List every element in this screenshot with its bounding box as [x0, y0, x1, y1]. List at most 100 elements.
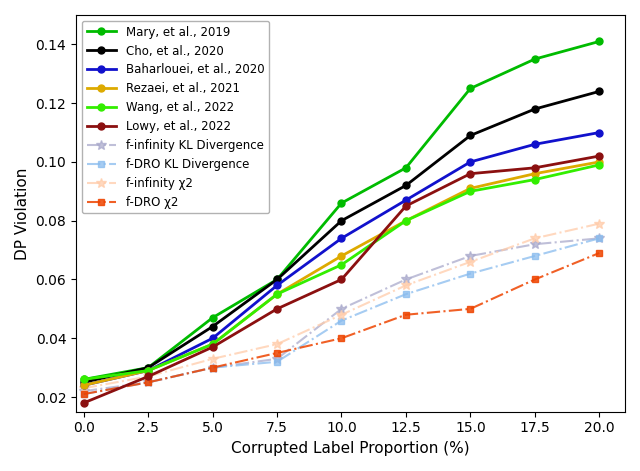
Mary, et al., 2019	[531, 56, 539, 62]
f-DRO χ2	[145, 380, 152, 385]
f-DRO χ2	[273, 350, 281, 356]
Wang, et al., 2022	[467, 188, 474, 194]
Baharlouei, et al., 2020	[209, 335, 216, 341]
Wang, et al., 2022	[595, 162, 603, 168]
Lowy, et al., 2022	[531, 165, 539, 171]
f-DRO χ2	[80, 391, 88, 397]
Lowy, et al., 2022	[209, 344, 216, 350]
Mary, et al., 2019	[595, 39, 603, 44]
Line: f-DRO χ2: f-DRO χ2	[80, 250, 603, 398]
f-infinity χ2	[402, 283, 410, 288]
f-DRO KL Divergence	[402, 292, 410, 297]
f-infinity χ2	[209, 356, 216, 362]
Mary, et al., 2019	[402, 165, 410, 171]
Line: f-DRO KL Divergence: f-DRO KL Divergence	[80, 235, 603, 398]
Wang, et al., 2022	[338, 262, 346, 268]
f-infinity χ2	[531, 236, 539, 241]
Baharlouei, et al., 2020	[531, 141, 539, 147]
f-DRO χ2	[338, 335, 346, 341]
f-DRO χ2	[467, 306, 474, 312]
Baharlouei, et al., 2020	[467, 159, 474, 165]
f-infinity KL Divergence	[209, 365, 216, 371]
Lowy, et al., 2022	[273, 306, 281, 312]
Lowy, et al., 2022	[595, 153, 603, 159]
f-DRO χ2	[402, 312, 410, 317]
Rezaei, et al., 2021	[145, 368, 152, 374]
f-infinity KL Divergence	[467, 253, 474, 259]
Lowy, et al., 2022	[145, 374, 152, 379]
f-DRO χ2	[595, 250, 603, 256]
f-infinity χ2	[273, 341, 281, 347]
f-infinity KL Divergence	[595, 236, 603, 241]
f-DRO KL Divergence	[145, 380, 152, 385]
f-infinity χ2	[80, 385, 88, 391]
Wang, et al., 2022	[209, 341, 216, 347]
f-infinity KL Divergence	[145, 380, 152, 385]
Mary, et al., 2019	[80, 377, 88, 382]
Cho, et al., 2020	[145, 365, 152, 371]
f-infinity KL Divergence	[80, 388, 88, 394]
Rezaei, et al., 2021	[595, 159, 603, 165]
Line: Baharlouei, et al., 2020: Baharlouei, et al., 2020	[80, 129, 603, 389]
Rezaei, et al., 2021	[531, 171, 539, 177]
Baharlouei, et al., 2020	[80, 382, 88, 388]
f-infinity KL Divergence	[338, 306, 346, 312]
Mary, et al., 2019	[145, 365, 152, 371]
Cho, et al., 2020	[338, 218, 346, 224]
Rezaei, et al., 2021	[402, 218, 410, 224]
f-DRO KL Divergence	[338, 318, 346, 324]
Y-axis label: DP Violation: DP Violation	[15, 167, 30, 260]
Lowy, et al., 2022	[338, 276, 346, 282]
Cho, et al., 2020	[80, 380, 88, 385]
Rezaei, et al., 2021	[209, 341, 216, 347]
f-infinity KL Divergence	[402, 276, 410, 282]
Baharlouei, et al., 2020	[145, 368, 152, 374]
Lowy, et al., 2022	[467, 171, 474, 177]
Cho, et al., 2020	[467, 133, 474, 138]
Rezaei, et al., 2021	[273, 292, 281, 297]
Mary, et al., 2019	[338, 200, 346, 206]
Cho, et al., 2020	[209, 324, 216, 329]
Baharlouei, et al., 2020	[273, 283, 281, 288]
Cho, et al., 2020	[273, 276, 281, 282]
f-DRO KL Divergence	[209, 365, 216, 371]
X-axis label: Corrupted Label Proportion (%): Corrupted Label Proportion (%)	[231, 441, 470, 456]
Mary, et al., 2019	[467, 86, 474, 91]
Rezaei, et al., 2021	[338, 253, 346, 259]
Rezaei, et al., 2021	[80, 382, 88, 388]
Cho, et al., 2020	[402, 183, 410, 188]
Line: f-infinity KL Divergence: f-infinity KL Divergence	[79, 234, 604, 396]
Wang, et al., 2022	[273, 292, 281, 297]
Line: Lowy, et al., 2022: Lowy, et al., 2022	[80, 153, 603, 406]
f-infinity χ2	[467, 259, 474, 265]
Wang, et al., 2022	[402, 218, 410, 224]
f-infinity KL Divergence	[531, 242, 539, 247]
Lowy, et al., 2022	[402, 203, 410, 209]
Cho, et al., 2020	[531, 106, 539, 112]
Line: Wang, et al., 2022: Wang, et al., 2022	[80, 162, 603, 383]
Lowy, et al., 2022	[80, 400, 88, 406]
f-DRO KL Divergence	[531, 253, 539, 259]
Wang, et al., 2022	[80, 377, 88, 382]
f-infinity KL Divergence	[273, 356, 281, 362]
Line: Rezaei, et al., 2021: Rezaei, et al., 2021	[80, 158, 603, 389]
f-DRO KL Divergence	[80, 391, 88, 397]
Mary, et al., 2019	[273, 276, 281, 282]
f-DRO KL Divergence	[273, 359, 281, 365]
f-DRO χ2	[209, 365, 216, 371]
f-infinity χ2	[338, 312, 346, 317]
Baharlouei, et al., 2020	[338, 236, 346, 241]
Mary, et al., 2019	[209, 315, 216, 320]
Baharlouei, et al., 2020	[595, 130, 603, 135]
f-DRO χ2	[531, 276, 539, 282]
Line: Cho, et al., 2020: Cho, et al., 2020	[80, 88, 603, 386]
Wang, et al., 2022	[145, 368, 152, 374]
f-DRO KL Divergence	[595, 236, 603, 241]
Wang, et al., 2022	[531, 177, 539, 182]
f-infinity χ2	[145, 374, 152, 379]
Cho, et al., 2020	[595, 89, 603, 94]
Line: f-infinity χ2: f-infinity χ2	[79, 219, 604, 393]
f-infinity χ2	[595, 221, 603, 227]
Baharlouei, et al., 2020	[402, 197, 410, 203]
Line: Mary, et al., 2019: Mary, et al., 2019	[80, 38, 603, 383]
